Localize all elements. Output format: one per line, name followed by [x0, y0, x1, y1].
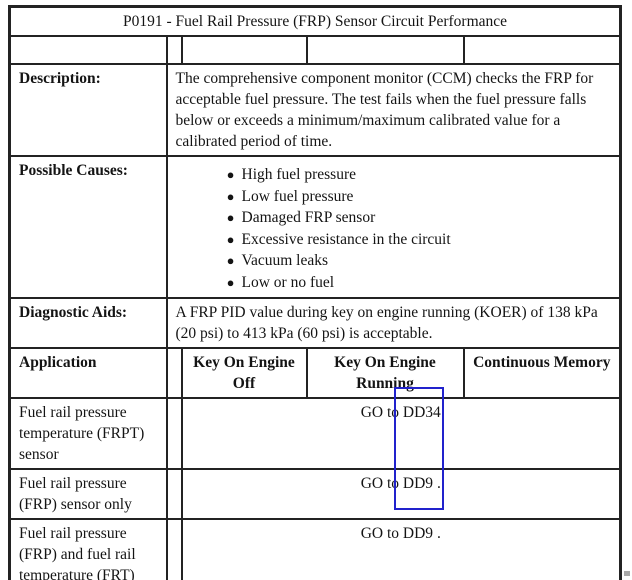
header-continuous-memory: Continuous Memory — [462, 347, 623, 399]
link-annotation-box[interactable] — [394, 387, 444, 510]
list-item-text: Excessive resistance in the circuit — [241, 230, 451, 248]
goto-cell: GO to DD34 — [180, 397, 623, 470]
spacer-cell — [305, 35, 465, 65]
goto-suffix: . — [433, 525, 441, 542]
possible-causes-list: ● High fuel pressure ● Low fuel pressure… — [176, 160, 612, 293]
table-row-frpt-sensor: Fuel rail pressure temperature (FRPT) se… — [8, 397, 623, 470]
header-key-on-engine-off: Key On Engine Off — [180, 347, 308, 399]
goto-link-text: DD9 — [402, 525, 434, 542]
spacer-cell — [165, 35, 183, 65]
bullet-icon: ● — [226, 274, 235, 290]
scan-artifact — [624, 571, 630, 576]
spacer-cell — [165, 468, 183, 520]
goto-link-text: DD9 — [402, 475, 434, 492]
spacer-cell — [8, 35, 168, 65]
table-row-frp-frt-sensors: Fuel rail pressure (FRP) and fuel rail t… — [8, 518, 623, 580]
list-item-text: Low or no fuel — [241, 273, 335, 291]
list-item-text: Vacuum leaks — [241, 252, 329, 269]
dtc-title: P0191 - Fuel Rail Pressure (FRP) Sensor … — [7, 5, 623, 37]
list-item-text: High fuel pressure — [241, 166, 357, 183]
diagnostic-aids-label: Diagnostic Aids: — [8, 297, 168, 349]
bullet-icon: ● — [226, 210, 235, 225]
description-label: Description: — [8, 63, 168, 157]
list-item: ● Vacuum leaks — [176, 250, 612, 272]
dtc-table: P0191 - Fuel Rail Pressure (FRP) Sensor … — [7, 5, 623, 580]
spacer-cell — [165, 518, 183, 580]
bullet-icon: ● — [226, 231, 235, 247]
list-item: ● High fuel pressure — [176, 164, 612, 186]
goto-cell: GO to DD9 . — [180, 518, 623, 580]
list-item: ● Damaged FRP sensor — [176, 207, 612, 229]
goto-suffix: . — [433, 475, 441, 492]
diagnostic-aids-text: A FRP PID value during key on engine run… — [165, 297, 623, 349]
list-item-text: Damaged FRP sensor — [241, 209, 376, 226]
application-cell: Fuel rail pressure temperature (FRPT) se… — [8, 397, 168, 470]
bullet-icon: ● — [226, 188, 235, 204]
spacer-cell — [165, 397, 183, 470]
table-row-diagnostic-aids: Diagnostic Aids: A FRP PID value during … — [8, 297, 623, 349]
header-key-on-engine-running: Key On Engine Running — [305, 347, 465, 399]
list-item-text: Low fuel pressure — [241, 187, 354, 205]
possible-causes-label: Possible Causes: — [8, 155, 168, 299]
goto-prefix: GO to — [360, 404, 403, 421]
list-item: ● Excessive resistance in the circuit — [176, 229, 612, 251]
table-row-description: Description: The comprehensive component… — [8, 63, 623, 157]
goto-prefix: GO to — [360, 475, 403, 492]
table-row-frp-sensor-only: Fuel rail pressure (FRP) sensor only GO … — [8, 468, 623, 520]
possible-causes-cell: ● High fuel pressure ● Low fuel pressure… — [165, 155, 623, 299]
application-cell: Fuel rail pressure (FRP) sensor only — [8, 468, 168, 520]
goto-link-text: DD34 — [402, 404, 441, 421]
spacer-cell — [462, 35, 623, 65]
bullet-icon: ● — [226, 167, 235, 182]
goto-prefix: GO to — [360, 525, 403, 542]
table-row-title: P0191 - Fuel Rail Pressure (FRP) Sensor … — [7, 5, 623, 37]
bullet-icon: ● — [226, 253, 235, 268]
list-item: ● Low fuel pressure — [176, 186, 612, 208]
table-row-matrix-header: Application Key On Engine Off Key On Eng… — [8, 347, 623, 399]
spacer-cell — [180, 35, 308, 65]
header-application: Application — [8, 347, 168, 399]
table-row-possible-causes: Possible Causes: ● High fuel pressure ● … — [8, 155, 623, 299]
table-row-spacer — [8, 35, 623, 65]
list-item: ● Low or no fuel — [176, 272, 612, 294]
description-text: The comprehensive component monitor (CCM… — [165, 63, 623, 157]
application-cell: Fuel rail pressure (FRP) and fuel rail t… — [8, 518, 168, 580]
goto-cell: GO to DD9 . — [180, 468, 623, 520]
header-spacer-cell — [165, 347, 183, 399]
